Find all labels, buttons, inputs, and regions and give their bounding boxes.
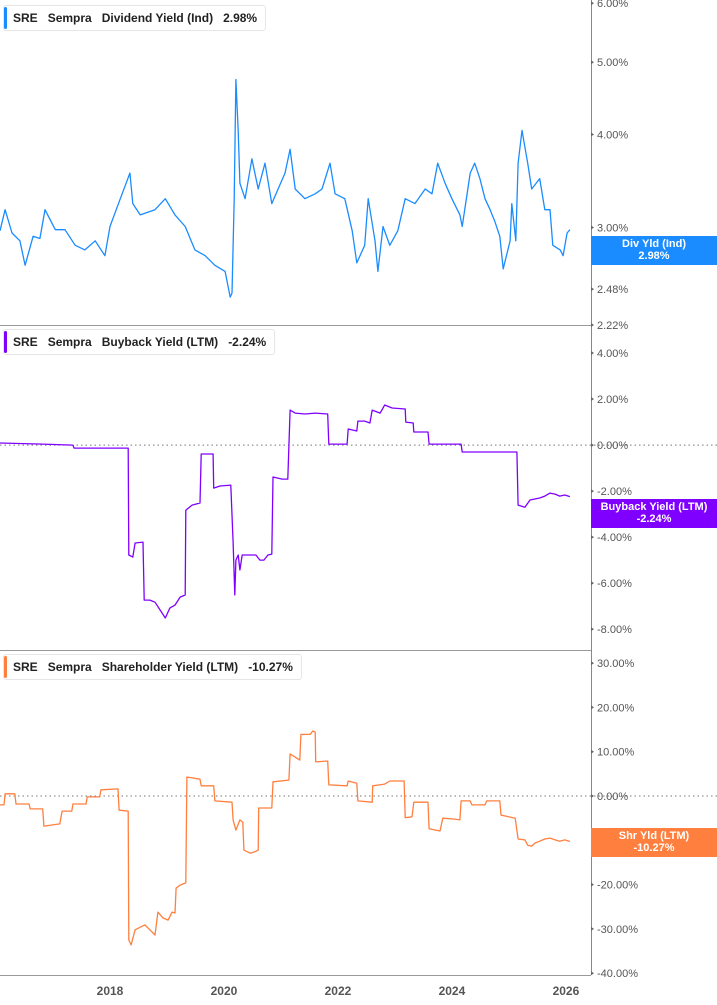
legend-value: -10.27%	[248, 660, 293, 674]
y-tick-mark	[591, 627, 594, 632]
legend-color-bar	[4, 331, 7, 353]
y-tick-mark	[591, 397, 594, 402]
y-tick-label: 0.00%	[597, 440, 628, 452]
y-tick-label: 5.00%	[597, 57, 628, 69]
y-tick-mark	[591, 132, 594, 137]
y-tick-label: -30.00%	[597, 924, 638, 936]
last-value-value: 2.98%	[638, 249, 670, 262]
last-value-tag: Div Yld (Ind) 2.98%	[591, 235, 717, 265]
legend-metric: Buyback Yield (LTM)	[101, 335, 219, 349]
y-tick-label: -8.00%	[597, 624, 632, 636]
y-tick-mark	[591, 443, 594, 448]
y-tick-mark	[591, 323, 594, 327]
legend-ticker: SRE	[13, 660, 38, 674]
y-tick-label: 3.00%	[597, 223, 628, 235]
legend-color-bar	[4, 7, 7, 29]
last-value-tag: Buyback Yield (LTM) -2.24%	[591, 499, 717, 529]
y-tick-label: -2.00%	[597, 486, 632, 498]
last-value-value: -10.27%	[633, 841, 675, 854]
legend-ticker: SRE	[13, 335, 38, 349]
y-tick-mark	[591, 535, 594, 540]
x-tick-label: 2020	[211, 984, 238, 998]
legend-box[interactable]: SRE Sempra Buyback Yield (LTM) -2.24%	[3, 329, 276, 355]
y-tick-label: 10.00%	[597, 747, 635, 759]
y-tick-mark	[591, 1, 594, 6]
legend-company: Sempra	[47, 660, 92, 674]
y-tick-label: 6.00%	[597, 0, 628, 10]
legend-value: 2.98%	[223, 11, 258, 25]
y-tick-mark	[591, 749, 594, 754]
last-value-value: -2.24%	[636, 513, 672, 526]
series-line-0	[0, 78, 571, 298]
y-tick-label: 2.00%	[597, 394, 628, 406]
y-tick-label: -40.00%	[597, 968, 638, 980]
legend-value: -2.24%	[228, 335, 267, 349]
legend-box[interactable]: SRE Sempra Shareholder Yield (LTM) -10.27%	[3, 654, 302, 680]
y-tick-mark	[591, 581, 594, 586]
series-line-1	[0, 404, 571, 619]
y-tick-mark	[591, 351, 594, 356]
last-value-label: Div Yld (Ind)	[622, 237, 686, 250]
legend-color-bar	[4, 656, 7, 678]
y-tick-label: 0.00%	[597, 791, 628, 803]
x-tick-label: 2018	[97, 984, 124, 998]
y-tick-mark	[591, 882, 594, 887]
y-tick-mark	[591, 971, 594, 976]
y-tick-label: -6.00%	[597, 578, 632, 590]
y-tick-mark	[591, 794, 594, 799]
legend-box[interactable]: SRE Sempra Dividend Yield (Ind) 2.98%	[3, 5, 267, 31]
y-tick-label: 4.00%	[597, 129, 628, 141]
y-tick-mark	[591, 705, 594, 710]
y-tick-label: -4.00%	[597, 532, 632, 544]
y-tick-label: 30.00%	[597, 658, 635, 670]
legend-metric: Dividend Yield (Ind)	[101, 11, 214, 25]
last-value-tag: Shr Yld (LTM) -10.27%	[591, 827, 717, 857]
y-tick-mark	[591, 225, 594, 230]
y-tick-label: 2.22%	[597, 320, 628, 332]
legend-company: Sempra	[47, 335, 92, 349]
y-tick-label: 20.00%	[597, 702, 635, 714]
y-tick-label: 4.00%	[597, 348, 628, 360]
last-value-label: Buyback Yield (LTM)	[600, 501, 708, 514]
last-value-label: Shr Yld (LTM)	[618, 829, 690, 842]
y-tick-mark	[591, 661, 594, 666]
legend-company: Sempra	[47, 11, 92, 25]
y-tick-mark	[591, 489, 594, 494]
legend-ticker: SRE	[13, 11, 38, 25]
y-tick-label: 2.48%	[597, 284, 628, 296]
y-tick-mark	[591, 926, 594, 931]
series-line-2	[0, 730, 571, 946]
y-tick-label: -20.00%	[597, 880, 638, 892]
x-tick-label: 2022	[325, 984, 352, 998]
y-tick-mark	[591, 287, 594, 292]
x-tick-label: 2024	[439, 984, 466, 998]
legend-metric: Shareholder Yield (LTM)	[101, 660, 239, 674]
x-tick-label: 2026	[553, 984, 580, 998]
y-tick-mark	[591, 60, 594, 65]
